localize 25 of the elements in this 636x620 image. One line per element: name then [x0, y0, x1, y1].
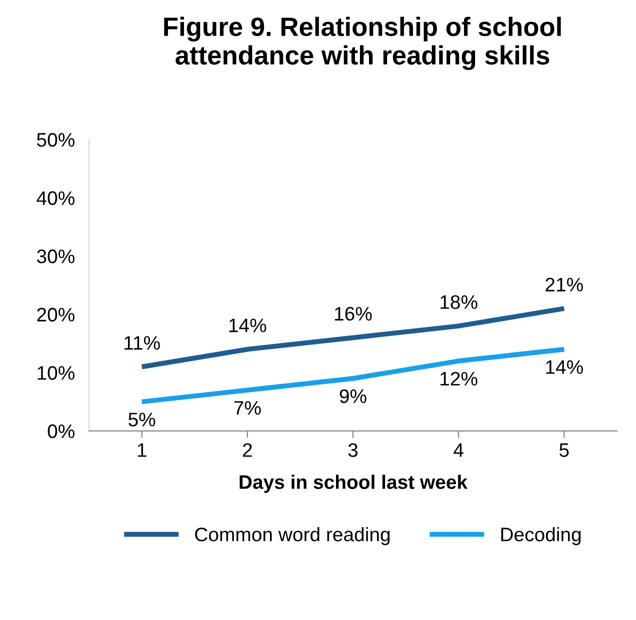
y-tick-label: 20% — [37, 308, 74, 322]
data-label: 14% — [546, 360, 583, 374]
x-tick-label: 2 — [242, 443, 252, 457]
y-tick-label: 10% — [38, 366, 74, 380]
data-label: 16% — [335, 306, 372, 321]
data-label: 18% — [440, 295, 478, 309]
legend-label: Common word reading — [195, 527, 390, 546]
y-tick-label: 50% — [37, 132, 74, 147]
y-tick-label: 40% — [36, 191, 74, 206]
chart-title: Figure 9. Relationship of school attendance with reading skills — [164, 16, 561, 70]
data-label: 5% — [128, 412, 156, 426]
x-axis-title: Days in school last week — [240, 474, 468, 493]
data-label: 21% — [546, 278, 583, 292]
x-tick-label: 3 — [348, 443, 358, 457]
y-tick-label: 0% — [48, 424, 74, 438]
y-tick-label: 30% — [36, 250, 74, 264]
data-label: 9% — [340, 389, 366, 404]
data-label: 12% — [440, 372, 478, 386]
data-label: 14% — [229, 318, 266, 332]
data-label: 7% — [234, 401, 261, 415]
x-tick-label: 4 — [454, 443, 464, 457]
data-label: 11% — [124, 336, 160, 350]
x-tick-label: 5 — [560, 443, 569, 457]
x-tick-label: 1 — [138, 443, 146, 457]
legend-label: Decoding — [501, 527, 581, 546]
